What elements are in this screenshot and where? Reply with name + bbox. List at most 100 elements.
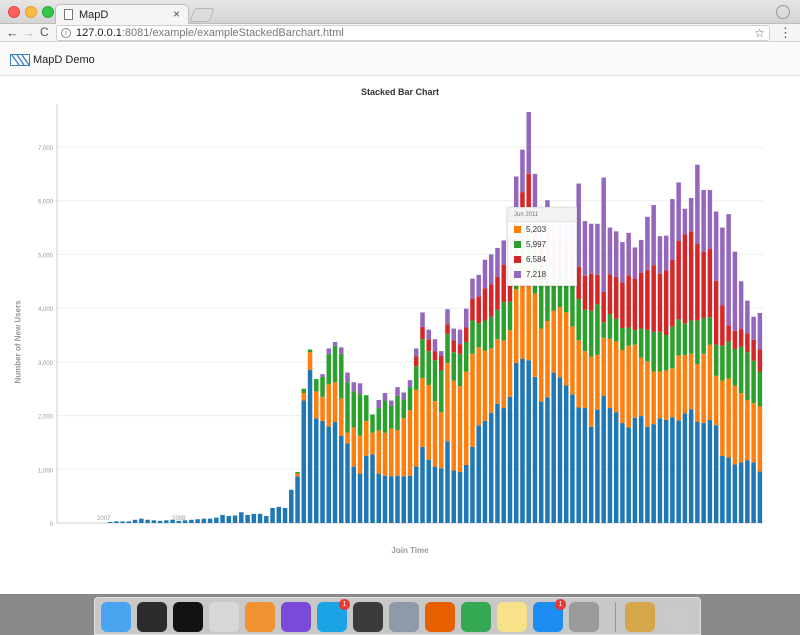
preview-icon[interactable] — [209, 602, 239, 632]
bar-segment — [563, 312, 569, 386]
bar-segment — [720, 345, 725, 381]
activity-monitor-icon[interactable] — [137, 602, 167, 632]
bar-segment — [470, 278, 475, 299]
close-tab-icon[interactable]: × — [172, 7, 180, 21]
skype-icon[interactable]: 1 — [317, 599, 350, 632]
trash-icon[interactable] — [661, 602, 691, 632]
bar-segment — [588, 310, 594, 357]
bar-segment — [688, 409, 694, 523]
bar-segment — [432, 401, 438, 467]
info-icon[interactable]: i — [61, 28, 71, 38]
chrome-icon[interactable] — [461, 602, 491, 632]
bar-segment — [426, 351, 431, 385]
bar-segment — [389, 405, 394, 429]
bar-segment — [357, 394, 363, 436]
forward-button[interactable]: → — [22, 25, 35, 40]
bar-segment — [707, 344, 713, 420]
bar-segment — [682, 323, 688, 355]
bar-segment — [332, 382, 338, 423]
bar-segment — [557, 273, 563, 308]
bar-segment — [395, 387, 400, 396]
bar-segment — [320, 376, 325, 397]
bar-segment — [588, 356, 594, 427]
bar-segment — [676, 182, 681, 241]
bar-segment — [282, 507, 288, 523]
bar-segment — [526, 265, 531, 361]
bar-segment — [745, 333, 750, 353]
bar-segment — [726, 378, 731, 458]
bar-segment — [239, 512, 244, 523]
bar-segment — [682, 208, 688, 235]
address-bar[interactable]: i 127.0.0.1:8081/example/exampleStackedB… — [56, 25, 770, 41]
archive-icon[interactable] — [625, 602, 655, 632]
x-axis-label: Join Time — [391, 546, 429, 555]
bar-segment — [482, 288, 488, 321]
bar-segment — [432, 351, 438, 361]
launchpad-icon[interactable] — [389, 602, 419, 632]
bar-segment — [663, 419, 669, 523]
bar-segment — [376, 473, 382, 523]
new-tab-button[interactable] — [189, 8, 215, 22]
bar-segment — [688, 320, 694, 354]
bar-segment — [320, 396, 325, 421]
terminal-icon[interactable] — [173, 602, 203, 632]
stacked-bar-chart: 0 1,000 2,000 3,000 4,000 5,000 6,000 7,000 2007… — [38, 104, 763, 528]
bar-segment — [438, 351, 444, 356]
bookmark-star-icon[interactable]: ☆ — [754, 26, 765, 40]
bar-segment — [432, 339, 438, 352]
obs-icon[interactable] — [353, 602, 383, 632]
browser-tab[interactable]: MapD × — [55, 4, 189, 25]
bar-segment — [357, 473, 363, 523]
bar-segment — [264, 516, 269, 523]
bar-segment — [270, 507, 275, 523]
bar-segment — [382, 432, 388, 476]
calculator-icon[interactable] — [245, 602, 275, 632]
minimize-window-button[interactable] — [25, 6, 37, 18]
close-window-button[interactable] — [8, 6, 20, 18]
bar-segment — [576, 407, 581, 523]
siri-icon[interactable] — [281, 602, 311, 632]
bar-segment — [420, 377, 425, 447]
browser-menu-icon[interactable]: ⋮ — [779, 25, 792, 40]
bar-segment — [707, 317, 713, 345]
notes-icon[interactable] — [497, 602, 527, 632]
bar-segment — [445, 362, 450, 442]
bar-segment — [345, 443, 350, 523]
finder-icon[interactable] — [101, 602, 131, 632]
bar-segment — [445, 309, 450, 325]
back-button[interactable]: ← — [6, 25, 19, 40]
bar-segment — [607, 274, 613, 315]
bar-segment — [670, 417, 675, 523]
url-text[interactable]: 127.0.0.1:8081/example/exampleStackedBar… — [76, 27, 344, 39]
bar-segment — [526, 360, 531, 523]
bar-segment — [420, 312, 425, 327]
bar-segment — [520, 358, 525, 523]
bar-segment — [476, 323, 481, 348]
app-title[interactable]: MapD Demo — [33, 54, 95, 66]
firefox-icon[interactable] — [425, 602, 455, 632]
bar-segment — [501, 264, 506, 303]
zoom-window-button[interactable] — [42, 6, 54, 18]
bar-segment — [582, 408, 588, 523]
app-store-icon[interactable]: 1 — [533, 599, 566, 632]
bar-segment — [582, 221, 588, 276]
bar-segment — [451, 352, 456, 381]
bar-segment — [638, 416, 644, 523]
bar-segment — [601, 337, 606, 396]
bar-segment — [476, 296, 481, 324]
bar-segment — [532, 376, 538, 523]
bar-segment — [551, 274, 556, 311]
bar-segment — [376, 399, 382, 409]
bar-segment — [726, 214, 731, 326]
bar-segment — [751, 403, 756, 463]
bar-segment — [426, 339, 431, 352]
reload-button[interactable]: C — [40, 25, 49, 39]
bar-segment — [114, 521, 119, 523]
y-tick-label: 4,000 — [38, 307, 54, 313]
bar-segment — [701, 423, 706, 523]
bar-segment — [695, 422, 700, 523]
system-preferences-icon[interactable] — [569, 602, 599, 632]
profile-icon[interactable] — [776, 5, 790, 19]
bar-segment — [482, 320, 488, 351]
bar-segment — [682, 354, 688, 414]
